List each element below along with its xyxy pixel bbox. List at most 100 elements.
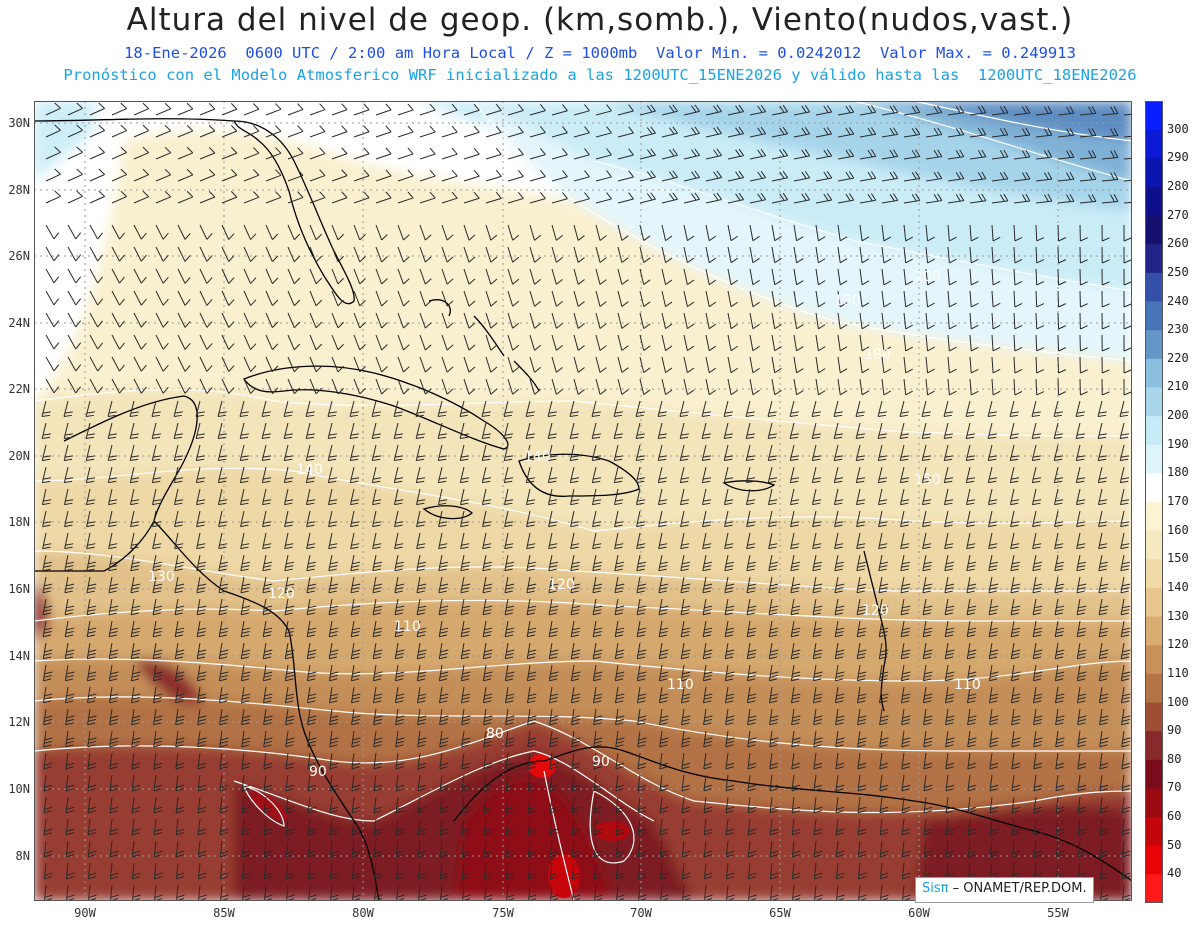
wind-barb — [547, 466, 558, 484]
wind-barb — [130, 686, 141, 704]
wind-barb — [328, 664, 339, 682]
wind-barb — [548, 532, 558, 550]
wind-barb — [1119, 488, 1130, 506]
wind-barb — [111, 224, 125, 240]
wind-barb — [767, 444, 778, 462]
wind-barb — [901, 774, 911, 792]
wind-barb — [45, 124, 61, 138]
wind-barb — [42, 576, 53, 594]
contour-label: 120 — [862, 603, 889, 619]
wind-barb — [595, 356, 607, 373]
wind-barb — [969, 193, 987, 204]
wind-barb — [129, 444, 140, 462]
wind-barb — [614, 686, 625, 704]
wind-barb — [287, 147, 304, 160]
wind-barb — [1079, 334, 1088, 352]
wind-barb — [197, 752, 207, 770]
wind-barb — [747, 730, 757, 748]
wind-barb — [881, 127, 899, 138]
wind-barb — [1010, 664, 1021, 682]
wind-barb — [221, 268, 235, 284]
wind-barb — [856, 510, 866, 528]
wind-barb — [241, 708, 251, 726]
wind-barb — [549, 730, 559, 748]
wind-barb — [175, 840, 185, 858]
wind-barb — [307, 708, 317, 726]
wind-barb — [658, 554, 669, 572]
wind-barb — [395, 708, 405, 726]
wind-barb — [111, 268, 125, 284]
wind-barb — [351, 774, 361, 792]
wind-barb — [903, 334, 913, 352]
wind-barb — [966, 554, 977, 572]
wind-barb — [1101, 378, 1110, 396]
wind-barb — [174, 554, 185, 572]
wind-barb — [351, 796, 361, 814]
wind-barb — [439, 818, 449, 836]
wind-barb — [481, 466, 492, 484]
lat-label: 24N — [8, 316, 30, 330]
wind-barb — [239, 422, 249, 440]
wind-barb — [793, 246, 804, 264]
wind-barb — [768, 532, 778, 550]
colorbar-level-label: 230 — [1167, 322, 1189, 337]
wind-barb — [177, 378, 191, 394]
wind-barb — [987, 400, 997, 417]
wind-barb — [419, 169, 436, 182]
wind-barb — [350, 554, 361, 572]
wind-barb — [85, 422, 95, 440]
wind-barb — [152, 598, 163, 616]
wind-barb — [1010, 554, 1021, 572]
wind-barb — [460, 664, 471, 682]
wind-barb — [1057, 312, 1067, 330]
wind-barb — [482, 532, 492, 550]
wind-barb — [943, 444, 954, 462]
wind-barb — [241, 862, 251, 880]
wind-barb — [353, 268, 366, 285]
wind-barb — [614, 510, 624, 528]
wind-barb — [131, 818, 141, 836]
lat-label: 20N — [8, 449, 30, 463]
wind-barb — [878, 510, 888, 528]
wind-barb — [639, 224, 651, 241]
wind-barb — [615, 796, 625, 814]
wind-barb — [331, 125, 348, 138]
wind-barb — [461, 774, 471, 792]
wind-barb — [221, 125, 238, 138]
wind-barb — [548, 664, 559, 682]
wind-barb — [705, 312, 717, 330]
colorbar-level-label: 90 — [1167, 723, 1182, 738]
wind-barb — [1013, 171, 1031, 182]
wind-barb — [966, 686, 977, 704]
wind-barb — [833, 400, 843, 417]
wind-barb — [107, 444, 118, 462]
wind-barb — [900, 598, 911, 616]
colorbar-swatch — [1145, 158, 1163, 188]
wind-barb — [64, 598, 75, 616]
wind-barb — [813, 818, 823, 836]
wind-barb — [483, 862, 493, 880]
colorbar-swatch — [1145, 215, 1163, 245]
wind-barb — [393, 422, 403, 440]
wind-barb — [1119, 422, 1129, 440]
wind-barb — [724, 532, 734, 550]
wind-barb — [789, 444, 800, 462]
wind-barb — [768, 576, 779, 594]
wind-barb — [680, 554, 691, 572]
wind-barb — [833, 422, 843, 440]
wind-barb — [639, 334, 651, 351]
wind-barb — [725, 708, 735, 726]
wind-barb — [855, 400, 865, 417]
wind-barb — [1031, 422, 1041, 440]
wind-barb — [570, 620, 581, 638]
wind-barb — [945, 818, 955, 836]
wind-barb — [197, 774, 207, 792]
contour-label: 80 — [486, 726, 504, 742]
wind-barb — [727, 224, 738, 242]
wind-barb — [680, 686, 691, 704]
wind-barb — [745, 400, 755, 417]
wind-barb — [1011, 796, 1021, 814]
wind-barb — [548, 598, 559, 616]
wind-barb — [197, 708, 207, 726]
wind-barb — [351, 818, 361, 836]
